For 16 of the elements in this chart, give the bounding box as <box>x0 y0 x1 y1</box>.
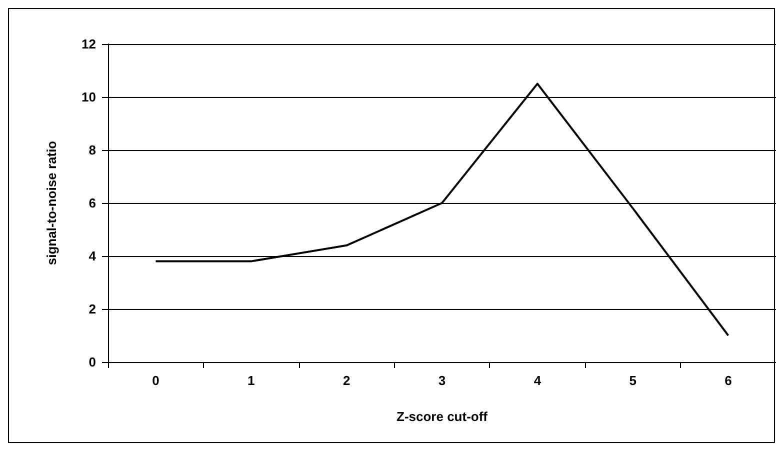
y-tick-label: 12 <box>82 36 96 52</box>
x-tick-label: 6 <box>724 373 732 388</box>
y-tick-label: 4 <box>88 248 97 264</box>
x-tick-label: 2 <box>342 373 350 388</box>
y-tick-label: 0 <box>88 354 96 370</box>
y-tick-label: 10 <box>82 90 96 104</box>
y-tick-label: 6 <box>88 196 96 210</box>
x-axis-title: Z-score cut-off <box>396 409 488 424</box>
y-tick-label: 8 <box>88 142 96 158</box>
x-tick-label: 3 <box>438 373 446 388</box>
x-tick-label: 1 <box>248 373 255 388</box>
y-axis-title: signal-to-noise ratio <box>44 140 59 266</box>
x-tick-label: 5 <box>629 373 636 388</box>
x-tick-label: 4 <box>534 373 542 388</box>
x-tick-label: 0 <box>152 373 160 388</box>
y-tick-label: 2 <box>88 302 96 316</box>
